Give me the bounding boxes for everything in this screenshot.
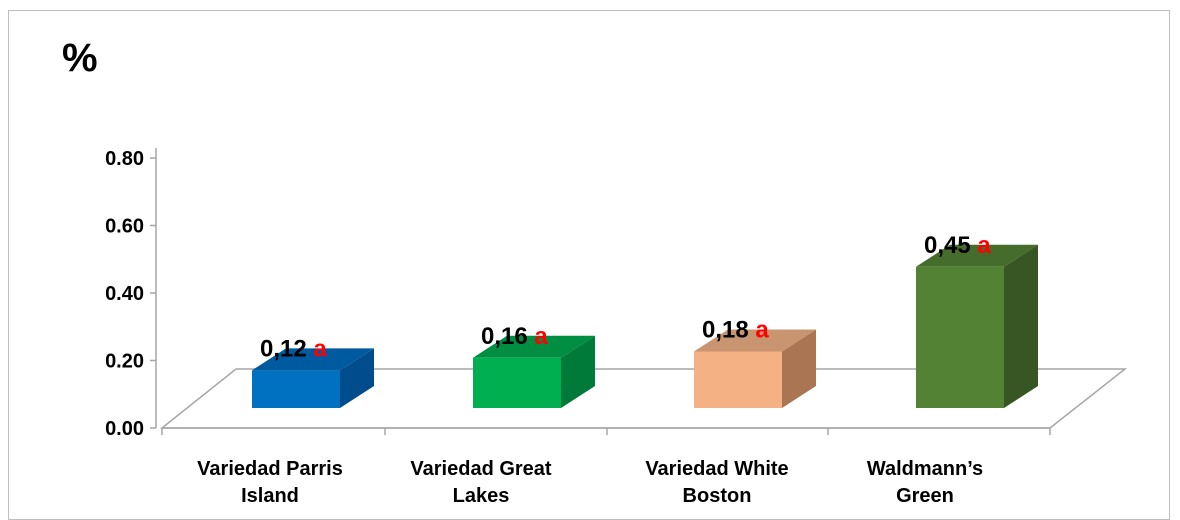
x-tick-label: Variedad Parris: [197, 458, 343, 480]
y-tick-label: 0.60: [105, 216, 144, 238]
data-label: 0,12 a: [260, 335, 327, 362]
significance-letter: a: [977, 232, 991, 259]
bar: [473, 357, 561, 408]
data-label: 0,18 a: [702, 317, 769, 344]
data-value: 0,16: [481, 323, 534, 350]
significance-letter: a: [755, 317, 769, 344]
y-tick-label: 0.40: [105, 283, 144, 305]
x-tick-label: Waldmann’s: [867, 458, 983, 480]
bar: [916, 266, 1004, 408]
bar: [252, 370, 340, 408]
data-value: 0,12: [260, 335, 313, 362]
data-label: 0,45 a: [924, 232, 991, 259]
bar-top: [252, 348, 374, 371]
y-tick-label: 0.20: [105, 351, 144, 373]
bar-top: [916, 244, 1038, 267]
significance-letter: a: [534, 323, 548, 350]
x-tick-label: Boston: [683, 485, 752, 507]
bar-side: [782, 329, 816, 408]
data-label: 0,16 a: [481, 323, 548, 350]
data-value: 0,18: [702, 317, 755, 344]
x-tick-label: Variedad Great: [410, 458, 552, 480]
y-tick-label: 0.00: [105, 418, 144, 440]
bar-side: [561, 335, 595, 408]
bar-side: [340, 348, 374, 408]
x-tick-label: Green: [896, 485, 954, 507]
x-tick-label: Variedad White: [645, 458, 788, 480]
x-tick-label: Lakes: [453, 485, 510, 507]
bar-top: [694, 329, 816, 352]
data-value: 0,45: [924, 232, 977, 259]
bar-side: [1004, 244, 1038, 408]
y-tick-label: 0.80: [105, 148, 144, 170]
x-tick-label: Island: [241, 485, 299, 507]
y-axis-label: %: [62, 36, 98, 80]
bar: [694, 351, 782, 408]
significance-letter: a: [313, 335, 327, 362]
bar-top: [473, 335, 595, 358]
